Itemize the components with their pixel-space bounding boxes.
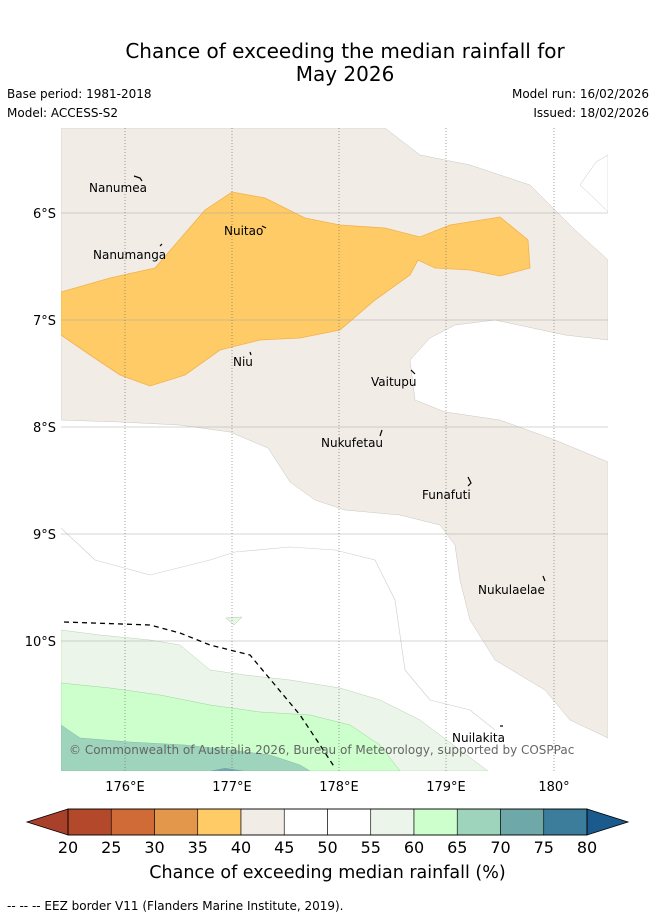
colorbar-tick-label: 55: [361, 838, 381, 857]
lat-label-7s: 7°S: [33, 314, 56, 329]
island-label-vaitupu: Vaitupu: [371, 375, 417, 389]
eez-footer-note: -- -- -- EEZ border V11 (Flanders Marine…: [7, 899, 344, 913]
colorbar-over-arrow: [586, 808, 630, 836]
colorbar-tick-label: 75: [534, 838, 554, 857]
lon-label-179e: 179°E: [426, 780, 466, 795]
base-period: Base period: 1981-2018: [7, 87, 152, 101]
colorbar-tick-label: 20: [58, 838, 78, 857]
lon-label-176e: 176°E: [105, 780, 145, 795]
colorbar-cell: [240, 808, 285, 836]
lat-label-6s: 6°S: [33, 207, 56, 222]
contour-45-55-outline: [61, 527, 496, 731]
colorbar-title: Chance of exceeding median rainfall (%): [149, 863, 506, 883]
colorbar-cell: [327, 808, 372, 836]
colorbar-tick-label: 70: [490, 838, 510, 857]
island-label-nukufetau: Nukufetau: [321, 436, 383, 450]
contour-patch-right: [579, 154, 608, 213]
island-label-nanumanga: Nanumanga: [93, 248, 166, 262]
colorbar-cell: [283, 808, 328, 836]
gridlines: [61, 212, 608, 642]
copyright-text: © Commonwealth of Australia 2026, Bureau…: [69, 743, 574, 757]
island-label-nuitao: Nuitao: [224, 224, 263, 238]
colorbar-cell: [110, 808, 155, 836]
contour-70-75: [210, 768, 245, 771]
colorbar-tick-label: 25: [101, 838, 121, 857]
island-shapes: [133, 175, 546, 727]
colorbar-tick-label: 40: [231, 838, 251, 857]
colorbar-tick-label: 65: [447, 838, 467, 857]
lon-label-180: 180°: [538, 780, 569, 795]
lon-label-177e: 177°E: [212, 780, 252, 795]
contour-35-40: [61, 191, 531, 387]
colorbar-tick-label: 80: [577, 838, 597, 857]
colorbar: 20 25 30 35 40 45 50 55 60 65 70 75 80: [25, 808, 630, 857]
map-area: © Commonwealth of Australia 2026, Bureau…: [61, 128, 608, 771]
lat-label-9s: 9°S: [33, 528, 56, 543]
island-label-nukulaelae: Nukulaelae: [478, 583, 545, 597]
lat-label-10s: 10°S: [25, 635, 56, 650]
title-line-1: Chance of exceeding the median rainfall …: [125, 39, 565, 63]
colorbar-ticks: 20 25 30 35 40 45 50 55 60 65 70 75 80: [58, 838, 597, 857]
eez-border: [63, 621, 336, 769]
meridians: [124, 128, 555, 771]
lon-label-178e: 178°E: [319, 780, 359, 795]
issued-date: Issued: 18/02/2026: [533, 106, 649, 120]
lat-label-8s: 8°S: [33, 421, 56, 436]
island-label-nuilakita: Nuilakita: [452, 731, 505, 745]
island-label-nanumea: Nanumea: [89, 181, 147, 195]
model-name: Model: ACCESS-S2: [7, 106, 119, 120]
colorbar-tick-label: 60: [404, 838, 424, 857]
model-run: Model run: 16/02/2026: [511, 87, 649, 101]
colorbar-cell: [456, 808, 501, 836]
colorbar-under-arrow: [25, 808, 69, 836]
contour-small-patch: [225, 616, 243, 626]
colorbar-tick-label: 45: [274, 838, 294, 857]
colorbar-frame: [67, 808, 588, 836]
colorbar-tick-label: 35: [188, 838, 208, 857]
rainfall-map: © Commonwealth of Australia 2026, Bureau…: [25, 128, 608, 795]
colorbar-cell: [413, 808, 458, 836]
map-title: Chance of exceeding the median rainfall …: [0, 40, 655, 86]
island-label-funafuti: Funafuti: [422, 488, 471, 502]
colorbar-cell: [370, 808, 415, 836]
colorbar-tick-label: 50: [317, 838, 337, 857]
colorbar-tick-label: 30: [144, 838, 164, 857]
island-label-niu: Niu: [233, 355, 253, 369]
contour-65-70: [61, 724, 311, 771]
colorbar-cell: [500, 808, 545, 836]
colorbar-cell: [543, 808, 588, 836]
colorbar-cell: [154, 808, 199, 836]
colorbar-cell: [197, 808, 242, 836]
colorbar-cell: [67, 808, 112, 836]
colorbar-cells: [67, 808, 588, 836]
title-line-2: May 2026: [295, 62, 395, 86]
